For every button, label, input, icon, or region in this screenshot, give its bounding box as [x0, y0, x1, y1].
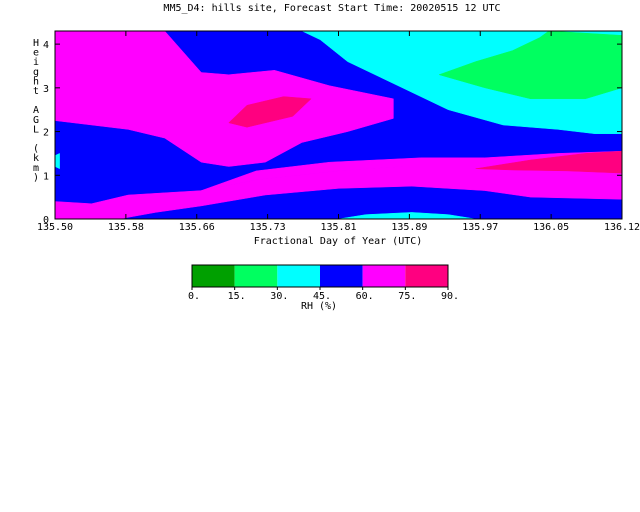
colorbar-label: RH (%) [301, 301, 337, 312]
y-axis: 0 1 2 3 4 [43, 40, 622, 226]
colorbar-swatch [277, 265, 320, 287]
y-axis-label-char: e [33, 48, 39, 59]
x-axis: 135.50 135.58 135.66 135.73 135.81 135.89 135.… [37, 31, 640, 233]
x-tick-label: 136.05 [533, 222, 569, 233]
colorbar-tick-label: 0. [188, 291, 200, 302]
colorbar: 0. 15. 30. 45. 60. 75. 90. [188, 264, 459, 302]
colorbar-tick-label: 60. [356, 291, 374, 302]
contour-region-3 [55, 31, 394, 167]
y-axis-label-char: G [33, 115, 39, 126]
colorbar-swatch [192, 265, 235, 287]
x-tick-label: 136.12 [604, 222, 640, 233]
colorbar-swatch [234, 265, 278, 287]
y-axis-label-char: i [33, 57, 39, 68]
x-tick-label: 135.73 [250, 222, 286, 233]
colorbar-tick-label: 15. [228, 291, 246, 302]
x-tick-label: 135.50 [37, 222, 73, 233]
x-tick-label: 135.89 [391, 222, 427, 233]
y-axis-label-char: k [33, 153, 39, 164]
colorbar-swatch [405, 265, 448, 287]
y-axis-label-char: m [33, 163, 39, 174]
y-tick-label: 0 [43, 215, 49, 226]
chart-title: MM5_D4: hills site, Forecast Start Time:… [163, 3, 500, 14]
colorbar-tick-label: 90. [441, 291, 459, 302]
colorbar-tick-label: 30. [270, 291, 288, 302]
contour-region-7 [475, 150, 622, 174]
y-axis-label-char: ( [33, 144, 39, 155]
contour-region-6 [201, 150, 622, 191]
y-axis-label-char: H [33, 38, 39, 49]
y-axis-label-char: g [33, 67, 39, 78]
y-axis-label-char: L [33, 124, 39, 135]
contour-region-2 [438, 31, 622, 100]
contour-regions [55, 31, 622, 219]
contour-region-5 [55, 166, 622, 219]
colorbar-tick-label: 75. [398, 291, 416, 302]
x-tick-label: 135.97 [462, 222, 498, 233]
y-axis-label-char: h [33, 76, 39, 87]
y-tick-label: 2 [43, 128, 49, 139]
contour-region-4 [228, 96, 312, 128]
y-tick-label: 3 [43, 84, 49, 95]
y-axis-label-char: ) [33, 172, 39, 183]
y-axis-label-char: t [33, 86, 39, 97]
contour-region-9 [55, 153, 60, 170]
colorbar-tick-label: 45. [313, 291, 331, 302]
y-tick-label: 4 [43, 40, 49, 51]
x-tick-label: 135.58 [108, 222, 144, 233]
colorbar-swatch [362, 265, 406, 287]
y-tick-label: 1 [43, 171, 49, 182]
x-axis-label: Fractional Day of Year (UTC) [254, 236, 423, 247]
y-axis-label-char: A [33, 105, 39, 116]
x-tick-label: 135.81 [320, 222, 356, 233]
x-tick-label: 135.66 [179, 222, 215, 233]
colorbar-swatch [320, 265, 363, 287]
contour-region-8 [338, 212, 476, 219]
